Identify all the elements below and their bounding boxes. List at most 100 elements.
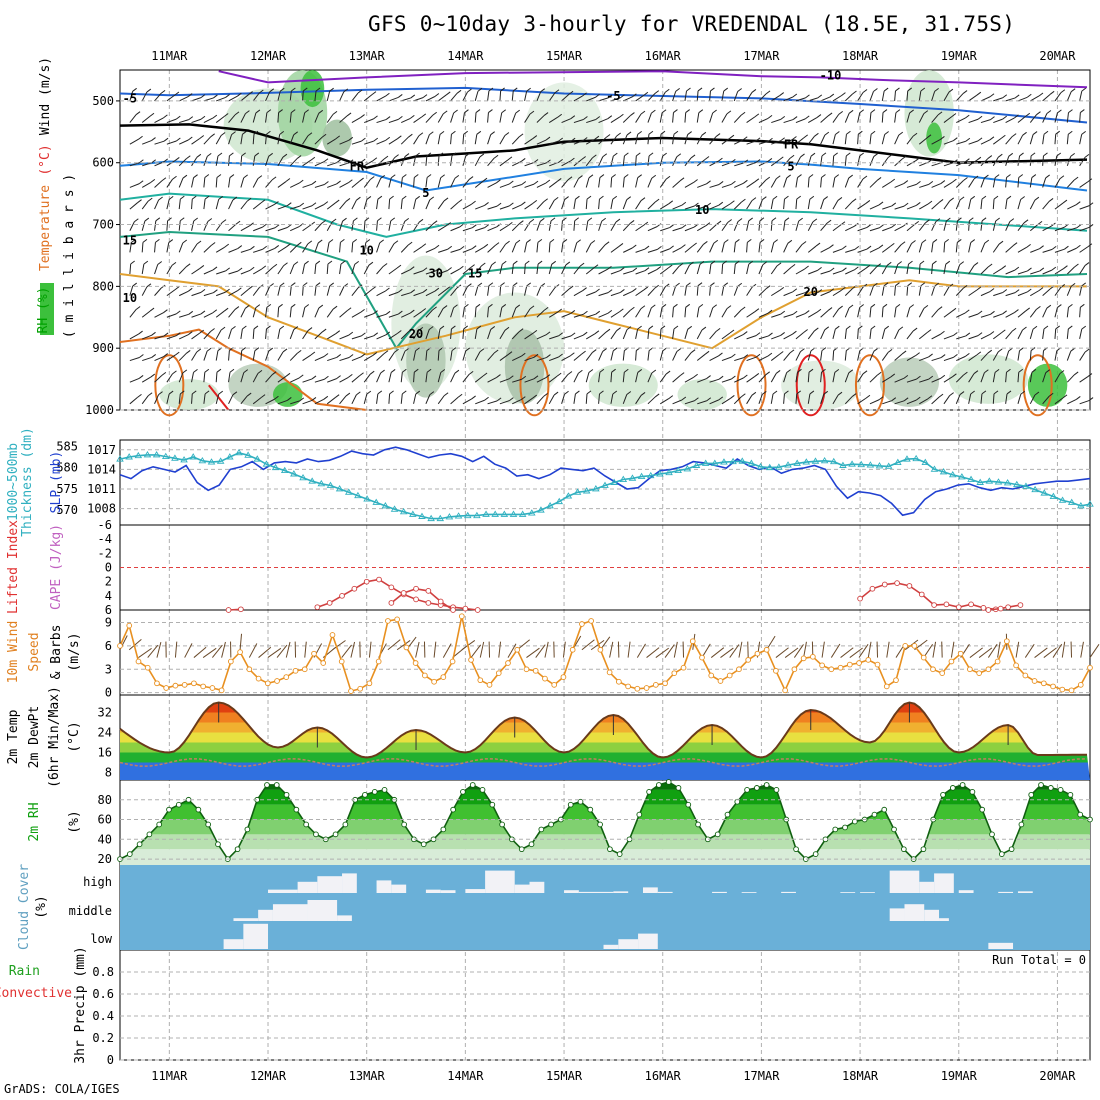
wind-barb — [598, 177, 601, 188]
wind-barb — [647, 155, 650, 166]
wind-barb — [882, 226, 892, 232]
wind-barb — [191, 199, 193, 210]
wind-barb-flag — [482, 372, 488, 377]
wind-barb-flag — [493, 349, 499, 354]
wind-barb-flag — [493, 154, 499, 159]
wind-barb — [561, 179, 569, 188]
wind-barb — [450, 92, 458, 102]
rh-point — [342, 821, 349, 828]
wind-barb-flag — [735, 239, 740, 243]
wind-barb — [894, 400, 905, 405]
wind-barb — [733, 114, 742, 123]
wind-barb — [536, 115, 545, 123]
wind-barb — [980, 266, 989, 275]
wind-barb-flag — [1067, 130, 1073, 135]
wind-barb-flag — [854, 266, 859, 271]
wind-barb — [474, 351, 481, 361]
wind-barb — [931, 183, 942, 188]
thickness-point — [290, 470, 298, 477]
wind-barb — [437, 134, 441, 145]
wind-barb-flag — [637, 131, 642, 135]
wind-speed-point — [264, 680, 271, 687]
wind-barb — [882, 400, 892, 405]
wind-barb — [820, 270, 831, 275]
wind-speed-point — [911, 643, 918, 649]
wind-barb-flag — [1011, 133, 1017, 138]
wind-barb-flag — [556, 372, 562, 377]
wind-barb — [400, 393, 403, 404]
wind-barb-flag — [873, 282, 878, 287]
wind-barb — [943, 242, 946, 253]
rh-point — [724, 811, 731, 818]
wind-barb-flag — [356, 391, 361, 396]
wind-barb — [697, 183, 707, 188]
wind-barb — [684, 182, 694, 188]
wind-barb — [832, 200, 839, 210]
wind-barb — [696, 264, 701, 275]
wind-barb — [450, 372, 456, 383]
wind-barb-flag — [876, 177, 882, 181]
dewpoint-line — [119, 758, 1088, 767]
wind-barb-flag — [453, 304, 458, 309]
wind-barb-flag — [323, 158, 329, 163]
rh-point — [136, 841, 143, 848]
wind-barb-flag — [185, 263, 191, 268]
wind-barb — [376, 313, 387, 318]
wind-barb — [807, 135, 815, 145]
wind-barb — [228, 329, 232, 340]
surface-wind-barb — [1052, 643, 1063, 658]
wind-barb-flag — [310, 156, 316, 161]
wind-barb-flag — [360, 114, 365, 118]
thickness-point — [582, 487, 591, 494]
ylabel-cloud: (%) — [34, 895, 49, 918]
wind-barb — [437, 372, 442, 383]
wind-barb-flag — [706, 202, 712, 207]
wind-barb-flag — [1026, 93, 1032, 98]
wind-barb-flag — [664, 283, 670, 288]
wind-barb-flag — [595, 310, 601, 315]
wind-barb — [573, 95, 583, 102]
surface-wind-barb — [368, 641, 372, 658]
wind-barb-flag — [311, 375, 317, 380]
wind-barb — [1066, 156, 1072, 166]
wind-barb-flag — [199, 265, 205, 269]
footer-credit: GrADS: COLA/IGES — [4, 1082, 120, 1096]
wind-barb-flag — [138, 375, 144, 379]
wind-barb — [253, 248, 263, 253]
wind-barb-flag — [884, 325, 890, 330]
wind-barb-flag — [543, 112, 549, 116]
wind-barb-flag — [718, 181, 724, 185]
wind-barb — [585, 220, 589, 231]
wind-barb — [980, 291, 991, 297]
wind-barb — [721, 203, 731, 210]
thickness-point — [500, 510, 509, 517]
wind-barb — [610, 135, 618, 145]
wind-barb-flag — [453, 109, 458, 114]
wind-barb — [845, 248, 855, 253]
rh-point — [1038, 782, 1044, 788]
wind-barb — [326, 285, 331, 296]
wind-barb-flag — [451, 130, 456, 135]
wind-speed-point — [662, 680, 668, 687]
wind-barb-flag — [290, 303, 296, 308]
wind-barb — [672, 156, 678, 167]
wind-barb — [1054, 328, 1057, 339]
wind-barb — [302, 399, 313, 405]
lifted-index-point — [985, 607, 992, 613]
lifted-index-point — [339, 592, 345, 599]
wind-barb — [746, 356, 757, 362]
wind-barb — [1042, 201, 1050, 210]
wind-barb-flag — [829, 93, 835, 98]
ylabel-upper_air: ( m i l l i b a r s ) — [62, 174, 77, 338]
wind-barb-flag — [279, 87, 285, 92]
wind-barb-flag — [729, 329, 735, 334]
wind-barb — [154, 264, 159, 275]
wind-barb-flag — [635, 152, 641, 157]
wind-barb-flag — [829, 267, 835, 272]
wind-barb-flag — [501, 109, 507, 114]
wind-barb — [549, 335, 559, 340]
wind-barb-flag — [1081, 87, 1087, 92]
wind-barb-flag — [1019, 347, 1024, 352]
wind-barb — [635, 289, 645, 297]
rh-point — [420, 841, 427, 848]
